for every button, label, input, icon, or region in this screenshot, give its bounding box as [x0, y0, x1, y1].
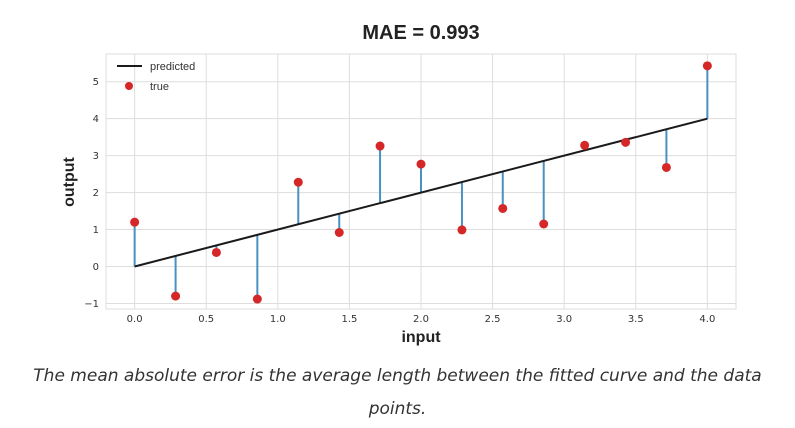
mae-chart: MAE = 0.993 0.0 0.5 1.0 1.5 2.0 2.5 3.0 3.5 4.0 −… — [61, 22, 737, 346]
legend-true-dot-icon — [125, 82, 133, 90]
true-point — [539, 219, 549, 229]
true-point — [211, 247, 221, 257]
y-tick-label: −1 — [84, 299, 99, 310]
true-point — [171, 291, 181, 301]
true-point — [130, 217, 140, 227]
x-tick-label: 0.0 — [127, 314, 143, 325]
legend-true-label: true — [150, 81, 169, 93]
true-point — [457, 225, 467, 235]
true-point — [375, 141, 385, 151]
true-point — [252, 294, 262, 304]
x-tick-label: 4.0 — [699, 314, 715, 325]
figure-caption: The mean absolute error is the average l… — [33, 366, 762, 419]
x-tick-label: 3.5 — [628, 314, 644, 325]
true-point — [498, 203, 508, 213]
predicted-line — [134, 117, 708, 268]
y-axis-label: output — [61, 156, 78, 206]
true-point — [293, 177, 303, 187]
x-tick-label: 1.0 — [270, 314, 286, 325]
true-point — [702, 61, 712, 71]
true-points-layer — [130, 61, 712, 304]
y-tick-label: 2 — [93, 188, 99, 199]
true-point — [334, 228, 344, 237]
legend: predicted true — [117, 61, 195, 93]
x-tick-label: 1.5 — [341, 314, 357, 325]
x-tick-label: 2.5 — [485, 314, 501, 325]
y-tick-label: 5 — [93, 77, 99, 88]
x-tick-label: 0.5 — [198, 314, 214, 325]
true-point — [621, 137, 631, 147]
y-tick-label: 3 — [93, 151, 99, 162]
y-tick-label: 0 — [93, 262, 99, 273]
predicted-line-layer — [134, 117, 708, 268]
true-point — [416, 159, 426, 169]
tick-labels: 0.0 0.5 1.0 1.5 2.0 2.5 3.0 3.5 4.0 −1 0 1 2 3 4 5 — [84, 77, 715, 325]
x-tick-label: 2.0 — [413, 314, 429, 325]
y-tick-label: 4 — [93, 114, 99, 125]
y-tick-label: 1 — [93, 225, 99, 236]
x-axis-label: input — [401, 329, 441, 346]
chart-title: MAE = 0.993 — [362, 22, 479, 44]
legend-predicted-label: predicted — [150, 61, 195, 73]
true-point — [580, 140, 590, 150]
x-tick-label: 3.0 — [556, 314, 572, 325]
true-point — [661, 162, 671, 172]
